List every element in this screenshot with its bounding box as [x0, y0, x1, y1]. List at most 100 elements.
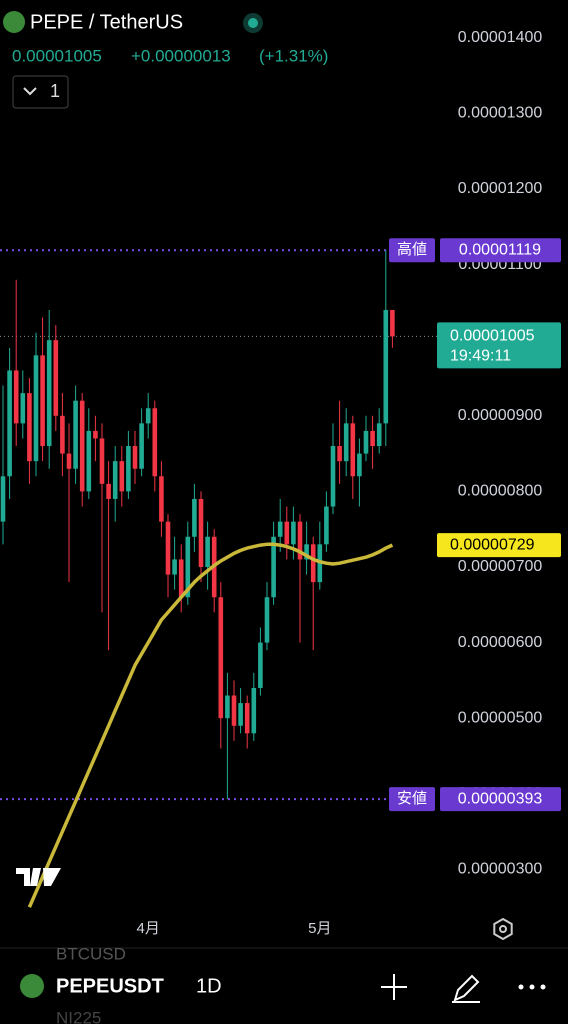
candle-body [20, 393, 26, 424]
candle-body [0, 476, 6, 522]
candle-body [7, 370, 12, 477]
low-price: 0.00000393 [458, 790, 543, 807]
high-price-box [440, 238, 561, 263]
chevron [23, 87, 37, 96]
low-tag: 安値 [397, 790, 427, 807]
y-tick-label: 0.00001400 [458, 29, 543, 46]
candle-body [218, 597, 224, 719]
candle-body [310, 544, 316, 583]
candle-body [60, 415, 65, 454]
ma-price: 0.00000729 [450, 536, 535, 553]
settings-dot [499, 925, 507, 933]
candle-body [350, 423, 356, 477]
candle-body [192, 498, 197, 537]
countdown: 19:49:11 [450, 348, 511, 365]
last-price-box [437, 322, 561, 369]
candle-body [106, 483, 111, 499]
y-tick-label: 0.00000900 [458, 407, 543, 424]
candle-body [33, 355, 39, 462]
candle-body [330, 446, 336, 507]
candle-body [337, 446, 342, 462]
interval-count: 1 [50, 81, 60, 101]
candle-body [86, 430, 92, 492]
candle-body [40, 355, 45, 447]
status-dot [248, 18, 258, 28]
coin-icon [3, 11, 25, 33]
y-tick-label: 0.00000800 [458, 483, 543, 500]
candle-body [165, 521, 171, 575]
settings-icon[interactable] [493, 917, 513, 941]
candle-body [258, 642, 263, 688]
candle-body [251, 687, 257, 734]
candle-body [231, 695, 237, 726]
candle-body [383, 309, 389, 424]
candle-body [304, 544, 309, 560]
symbol-title[interactable]: PEPE / TetherUS [30, 11, 183, 33]
candle-body [324, 506, 329, 545]
candle-body [297, 521, 303, 560]
candle-body [277, 521, 283, 537]
price-labels: 高値 0.00001119 安値 0.00000393 0.00001005 19:49:… [389, 238, 561, 812]
candle-body [99, 438, 105, 484]
plot [0, 249, 437, 908]
header-change: +0.00000013 [131, 46, 231, 65]
low-tag-box [389, 787, 435, 812]
candle-body [159, 476, 164, 522]
draw-button[interactable] [452, 974, 480, 1003]
x-tick-label: 4月 [137, 920, 160, 937]
candle-body [390, 309, 395, 337]
candle-body [139, 423, 144, 469]
y-tick-label: 0.00000600 [458, 634, 543, 651]
footer-coin-icon [20, 974, 44, 998]
candle-body [357, 453, 362, 477]
footer-symbol[interactable]: PEPEUSDT [56, 975, 164, 997]
candle-body [376, 423, 382, 447]
candle-body [225, 695, 230, 719]
candle-body [271, 536, 276, 598]
last-price: 0.00001005 [450, 328, 535, 345]
candle-body [27, 393, 32, 462]
high-tag: 高値 [397, 241, 427, 258]
candle-body [363, 430, 369, 454]
high-price: 0.00001119 [459, 241, 541, 258]
candle-body [73, 400, 78, 469]
high-tag-box [389, 238, 435, 263]
candle-body [132, 446, 138, 469]
candle-body [343, 423, 349, 462]
ghost-symbol: BTCUSD [56, 944, 126, 963]
candle-body [370, 430, 375, 447]
ghost-symbol-2: NI225 [56, 1008, 101, 1024]
candle-body [112, 461, 118, 499]
interval-button[interactable] [12, 75, 69, 109]
logo [16, 868, 61, 886]
y-tick-label: 0.00000500 [458, 709, 543, 726]
y-tick-label: 0.00001300 [458, 105, 543, 122]
candle-body [46, 340, 52, 447]
candle-body [79, 400, 85, 492]
candle-body [264, 597, 270, 643]
candle-body [185, 536, 191, 598]
candle-body [284, 521, 290, 545]
moving-average [27, 542, 394, 908]
header-change-pct: (+1.31%) [259, 46, 328, 65]
x-tick-label: 5月 [308, 920, 331, 937]
y-tick-label: 0.00000700 [458, 558, 543, 575]
footer-timeframe[interactable]: 1D [196, 975, 222, 997]
add-button[interactable] [381, 974, 407, 1000]
ma-price-box [437, 533, 561, 558]
candle-body [291, 521, 296, 545]
candle-body [152, 408, 158, 477]
candle-body [244, 703, 250, 734]
candle-body [205, 536, 210, 567]
candle-body [66, 453, 72, 469]
more-button[interactable] [518, 984, 546, 990]
header-price: 0.00001005 [12, 46, 102, 65]
candle-body [178, 559, 184, 598]
candle-body [198, 498, 204, 567]
candle-body [145, 408, 151, 424]
y-tick-label: 0.00001200 [458, 180, 543, 197]
candle-body [13, 370, 19, 424]
low-price-box [440, 787, 561, 812]
